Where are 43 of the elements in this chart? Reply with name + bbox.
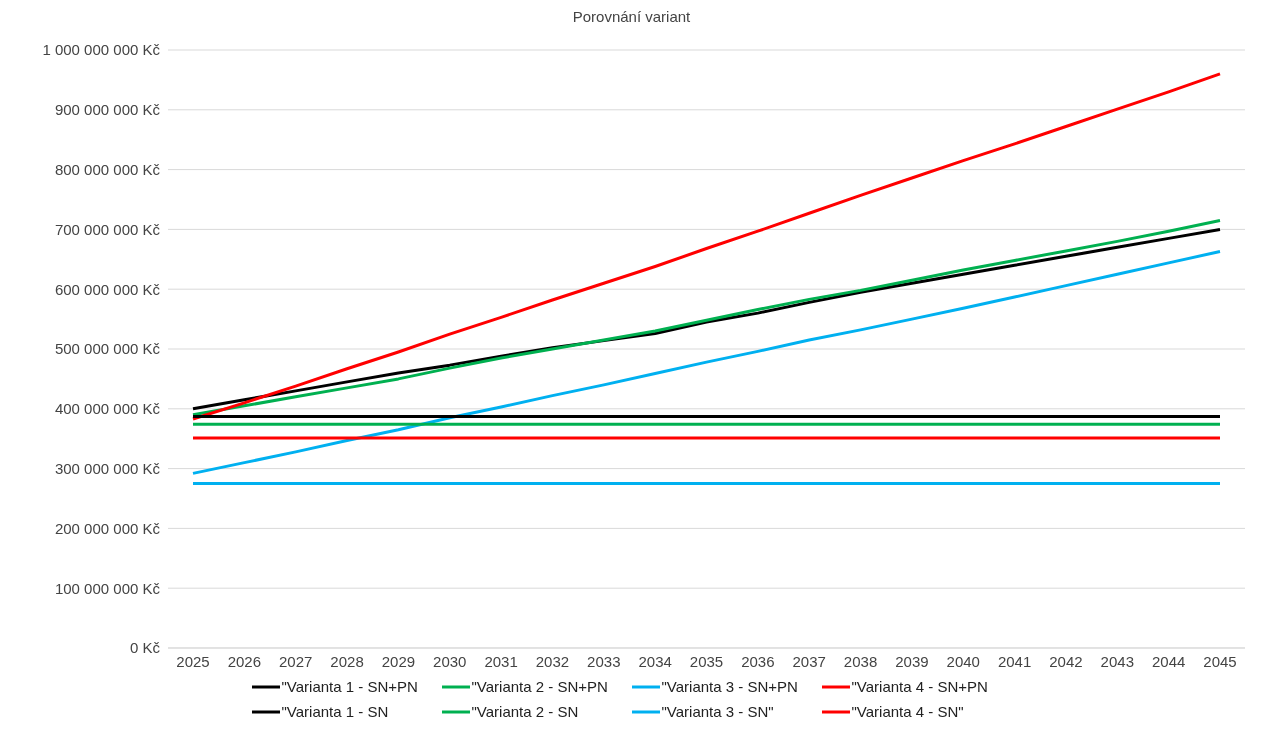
legend-label: "Varianta 1 - SN	[281, 703, 389, 720]
line-series	[191, 250, 1222, 475]
y-tick-label: 400 000 000 Kč	[54, 400, 161, 418]
chart-title: Porovnání variant	[571, 8, 692, 27]
x-tick-label: 2028	[330, 652, 364, 670]
x-tick-label: 2039	[895, 652, 929, 670]
x-tick-label: 2035	[689, 652, 724, 670]
legend-label: "Varianta 2 - SN+PN	[471, 678, 608, 695]
x-tick-label: 2026	[227, 652, 262, 670]
y-tick-label: 200 000 000 Kč	[54, 519, 161, 537]
legend-label: "Varianta 4 - SN+PN	[851, 678, 988, 695]
y-tick-label: 700 000 000 Kč	[54, 220, 161, 238]
y-tick-label: 100 000 000 Kč	[54, 579, 161, 597]
x-tick-label: 2032	[535, 652, 570, 670]
y-tick-label: 1 000 000 000 Kč	[42, 41, 161, 59]
legend-label: "Varianta 4 - SN"	[851, 703, 964, 720]
x-tick-label: 2041	[997, 652, 1032, 670]
x-tick-label: 2027	[279, 652, 313, 670]
x-tick-label: 2031	[484, 652, 518, 670]
x-tick-label: 2044	[1151, 652, 1186, 670]
x-tick-label: 2025	[176, 652, 210, 670]
x-tick-label: 2042	[1049, 652, 1083, 670]
x-tick-label: 2029	[381, 652, 416, 670]
x-tick-label: 2037	[792, 652, 826, 670]
line-series	[191, 72, 1222, 421]
x-tick-label: 2043	[1100, 652, 1134, 670]
legend-label: "Varianta 1 - SN+PN	[281, 678, 418, 695]
y-tick-label: 900 000 000 Kč	[54, 101, 161, 119]
x-tick-label: 2033	[587, 652, 621, 670]
x-tick-label: 2038	[843, 652, 878, 670]
legend-label: "Varianta 2 - SN	[471, 703, 579, 720]
y-tick-label: 300 000 000 Kč	[54, 459, 161, 477]
legend-label: "Varianta 3 - SN+PN	[661, 678, 798, 695]
legend-label: "Varianta 3 - SN"	[661, 703, 774, 720]
x-tick-label: 2036	[741, 652, 775, 670]
x-tick-label: 2045	[1203, 652, 1237, 670]
x-tick-label: 2030	[433, 652, 467, 670]
y-tick-label: 600 000 000 Kč	[54, 280, 161, 298]
y-tick-label: 800 000 000 Kč	[54, 160, 161, 178]
x-tick-label: 2034	[638, 652, 672, 670]
x-tick-label: 2040	[946, 652, 980, 670]
y-tick-label: 500 000 000 Kč	[54, 340, 161, 358]
y-tick-label: 0 Kč	[129, 639, 161, 657]
